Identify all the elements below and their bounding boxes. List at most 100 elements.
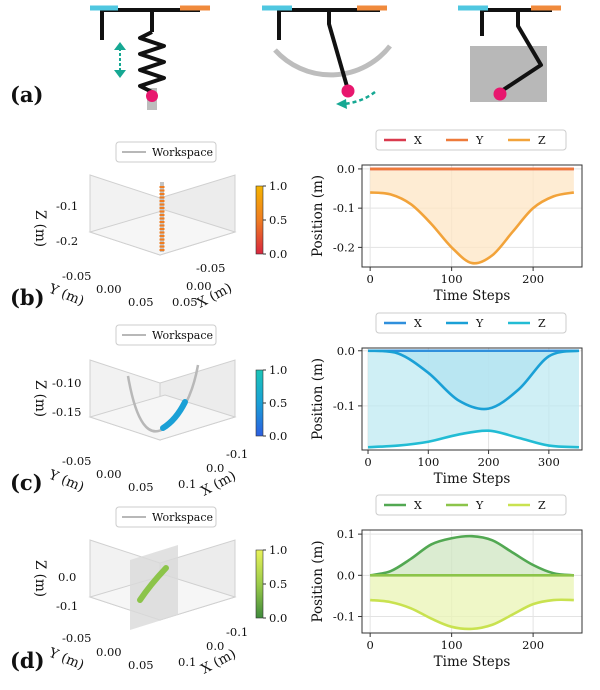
workspace-legend-label: Workspace <box>152 511 213 524</box>
spring-coil <box>138 30 166 94</box>
y-tick: 0.05 <box>128 658 154 672</box>
colorbar-fill <box>255 185 264 255</box>
legend-box <box>375 312 567 334</box>
series-fill-z <box>370 575 574 629</box>
y-tick-label: 0.0 <box>337 344 355 358</box>
y-tick: 0.00 <box>96 282 122 296</box>
panel-label-d: (d) <box>10 648 45 673</box>
legend-label: Z <box>538 499 546 512</box>
y-tick: -0.05 <box>62 454 92 468</box>
pendulum-arc <box>273 44 392 78</box>
legend-label: Z <box>538 134 546 147</box>
spring-mechanism <box>90 5 210 110</box>
plot3d-d: Workspace Z (m) 0.0 -0.1 -0.05 0.00 0.05… <box>32 506 287 678</box>
trajectory <box>160 399 188 431</box>
z-axis-label: Z (m) <box>32 560 48 597</box>
legend-box <box>375 129 567 151</box>
y-tick-label: 0.0 <box>337 568 355 582</box>
x-tick-label: 100 <box>417 455 439 469</box>
y-tick-label: -0.1 <box>333 399 355 413</box>
plot3d-c: Workspace Z (m) -0.10 -0.15 -0.05 0.00 0… <box>32 324 287 500</box>
plot3d-b: Workspace Z (m) -0.1 -0.2 -0.05 0.00 0.0… <box>32 141 287 312</box>
legend-label: X <box>414 317 422 330</box>
workspace-legend-label: Workspace <box>152 146 213 159</box>
x-tick: -0.05 <box>196 261 226 275</box>
plot-frame <box>361 347 583 451</box>
x-tick: 0.1 <box>178 655 196 669</box>
legend: X Y Z <box>375 129 567 151</box>
y-tick: -0.05 <box>62 631 92 645</box>
plot-frame <box>361 529 583 634</box>
y-tick-label: -0.1 <box>333 201 355 215</box>
y-tick-label: -0.2 <box>333 240 355 254</box>
end-effector <box>146 90 158 102</box>
panel-label-a: (a) <box>10 82 43 107</box>
line-chart-c: 0 100 200 300 0.0 -0.1 Time Steps Position (m) X… <box>310 312 583 487</box>
colorbar-tick-label: 0.5 <box>269 577 287 591</box>
z-axis-label: Z (m) <box>32 210 48 247</box>
planar-mechanism <box>458 5 561 102</box>
line-chart-b: 0 100 200 0.0 -0.1 -0.2 Time Steps Position (m)… <box>310 129 583 304</box>
end-effector <box>341 84 355 98</box>
colorbar-tick-label: 0.0 <box>269 429 287 443</box>
z-tick: -0.2 <box>56 234 78 248</box>
colorbar: 1.0 0.5 0.0 <box>255 179 287 261</box>
colorbar-tick-label: 0.5 <box>269 213 287 227</box>
y-axis-label: Y (m) <box>46 466 87 495</box>
workspace-legend: Workspace <box>115 141 217 163</box>
series-line-z <box>367 429 580 449</box>
workspace-legend-label: Workspace <box>152 329 213 342</box>
trajectory <box>137 565 169 603</box>
panel-a: (a) <box>10 5 561 110</box>
legend-box <box>375 494 567 516</box>
legend-label: Z <box>538 317 546 330</box>
axes-box <box>88 359 237 441</box>
x-tick: -0.1 <box>226 625 248 639</box>
x-tick-label: 100 <box>441 638 463 652</box>
panel-label-b: (b) <box>10 285 45 310</box>
z-tick: -0.15 <box>52 405 82 419</box>
series-fill-z <box>368 350 579 448</box>
panel-label-c: (c) <box>10 470 43 495</box>
x-tick-label: 0 <box>364 455 371 469</box>
y-tick-label: -0.1 <box>333 610 355 624</box>
spring-frame <box>100 8 200 40</box>
z-axis-label: Z (m) <box>32 380 48 417</box>
end-effector <box>493 87 507 101</box>
x-tick-label: 0 <box>366 638 373 652</box>
series-line-y <box>367 349 580 411</box>
x-tick-label: 300 <box>538 455 560 469</box>
y-tick-label: 0.1 <box>337 527 355 541</box>
legend: X Y Z <box>375 312 567 334</box>
x-tick-label: 200 <box>478 455 500 469</box>
legend-label: X <box>414 499 422 512</box>
line-chart-d: 0 100 200 0.1 0.0 -0.1 Time Steps Position (m) X… <box>310 494 583 670</box>
legend-label: X <box>414 134 422 147</box>
y-tick: 0.00 <box>96 645 122 659</box>
z-tick: 0.0 <box>58 570 76 584</box>
y-tick: 0.00 <box>96 467 122 481</box>
colorbar-fill <box>255 549 264 619</box>
curved-arrow-icon <box>336 91 376 109</box>
colorbar-tick-label: 1.0 <box>269 363 287 377</box>
y-tick: -0.05 <box>62 269 92 283</box>
legend-label: Y <box>475 499 484 512</box>
y-tick: 0.05 <box>128 480 154 494</box>
x-tick: 0.00 <box>186 279 212 293</box>
legend-label: Y <box>475 134 484 147</box>
workspace-legend: Workspace <box>115 506 217 528</box>
y-tick: 0.05 <box>128 295 154 309</box>
y-axis-label: Position (m) <box>310 540 326 622</box>
colorbar-tick-label: 0.0 <box>269 247 287 261</box>
x-tick: 0.05 <box>172 295 198 309</box>
x-tick-label: 100 <box>441 272 463 286</box>
colorbar-fill <box>255 369 264 437</box>
series-line-z <box>370 598 574 631</box>
series-fill-x <box>370 536 574 576</box>
z-tick: -0.10 <box>52 376 82 390</box>
series-line-x <box>369 534 574 577</box>
workspace-legend: Workspace <box>115 324 217 346</box>
legend: X Y Z <box>375 494 567 516</box>
y-axis-label: Position (m) <box>310 358 326 440</box>
